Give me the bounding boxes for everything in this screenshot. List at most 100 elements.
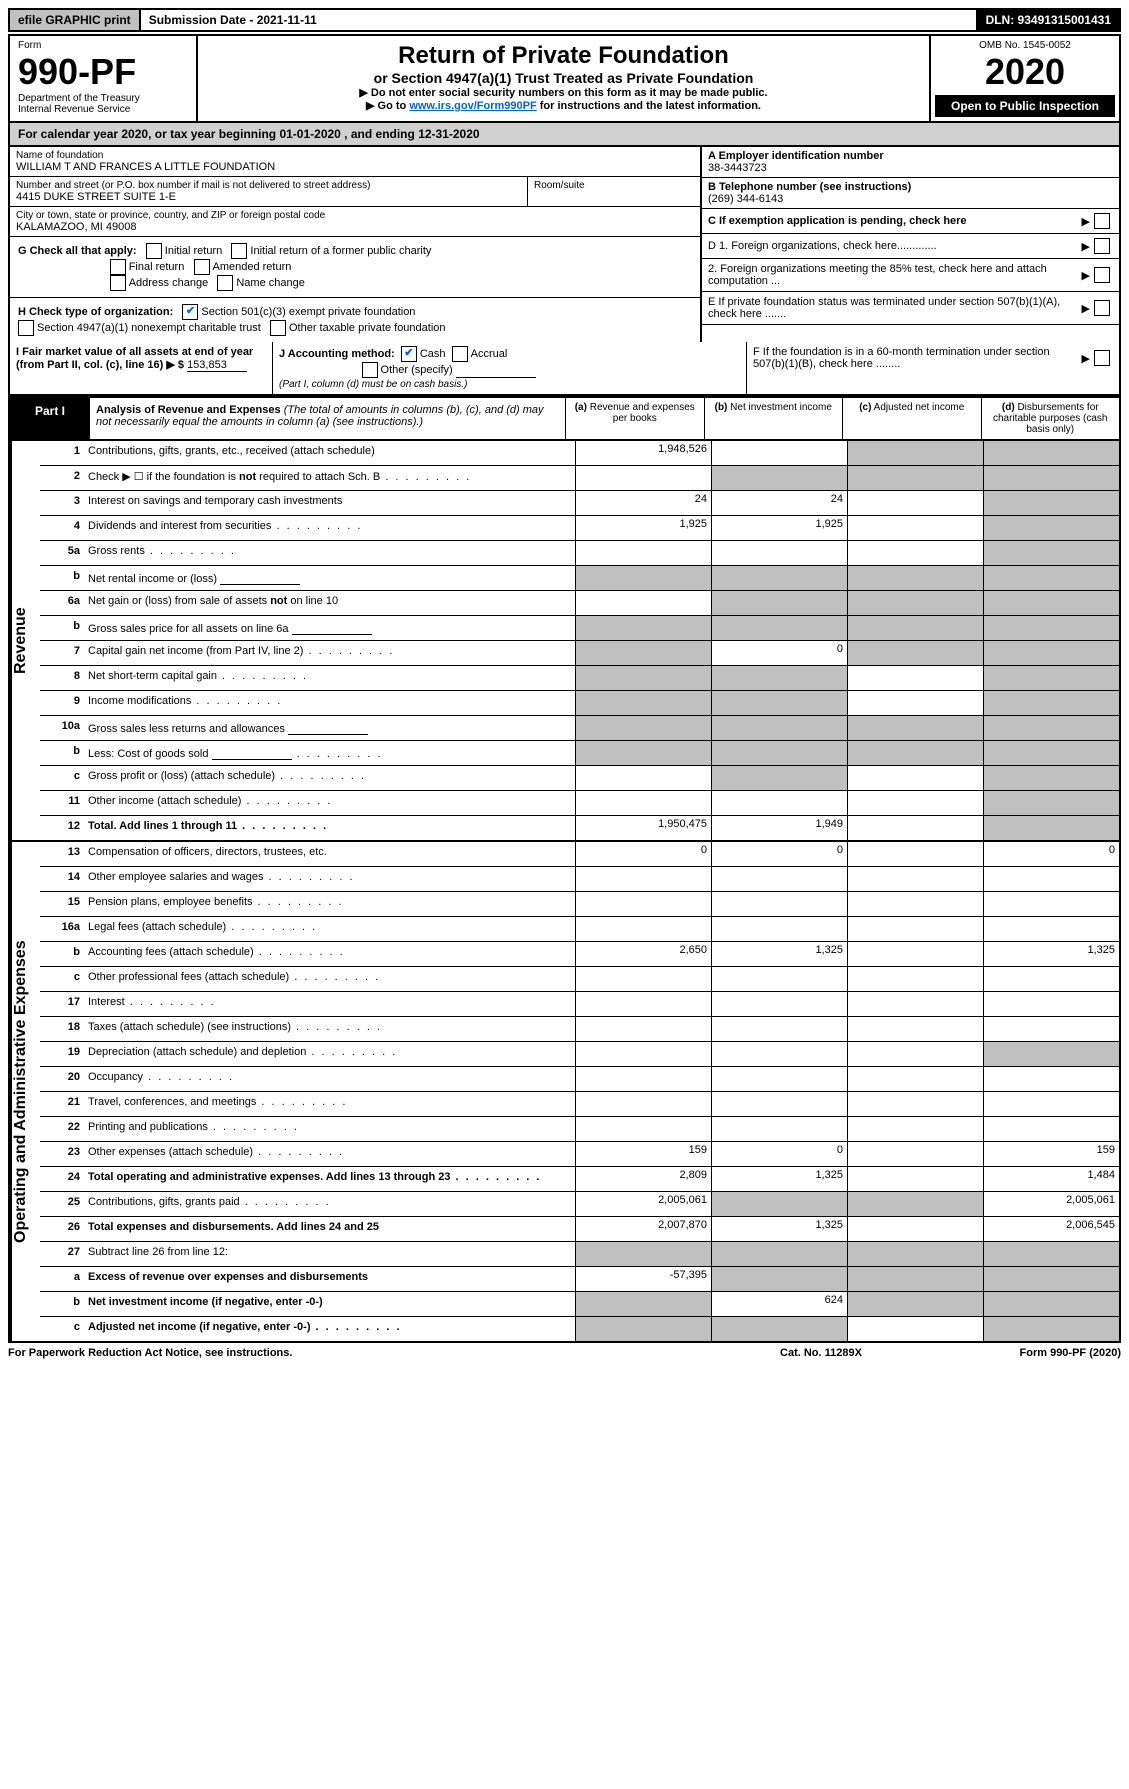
expenses-table: Operating and Administrative Expenses 13… [8, 842, 1121, 1343]
row-number: 17 [40, 992, 84, 1016]
cell-c [847, 892, 983, 916]
fmv-j-f-row: I Fair market value of all assets at end… [8, 342, 1121, 396]
cell-a [575, 691, 711, 715]
cell-a [575, 716, 711, 740]
cell-c [847, 516, 983, 540]
checkbox-other-method[interactable] [362, 362, 378, 378]
row-label: Check ▶ ☐ if the foundation is not requi… [84, 466, 575, 490]
cell-a: 1,950,475 [575, 816, 711, 840]
fmv-cell: I Fair market value of all assets at end… [10, 342, 273, 394]
table-row: 3Interest on savings and temporary cash … [40, 491, 1119, 516]
checkbox-name-change[interactable] [217, 275, 233, 291]
cell-b [711, 741, 847, 765]
table-row: 13Compensation of officers, directors, t… [40, 842, 1119, 867]
checkbox-initial[interactable] [146, 243, 162, 259]
cell-a: 2,005,061 [575, 1192, 711, 1216]
d2-check: 2. Foreign organizations meeting the 85%… [702, 259, 1119, 292]
checkbox-accrual[interactable] [452, 346, 468, 362]
table-row: 27Subtract line 26 from line 12: [40, 1242, 1119, 1267]
checkbox-cash[interactable]: ✔ [401, 346, 417, 362]
checkbox-c[interactable] [1094, 213, 1110, 229]
cell-a [575, 1242, 711, 1266]
column-headers: (a) Revenue and expenses per books (b) N… [566, 398, 1119, 439]
calendar-year-row: For calendar year 2020, or tax year begi… [8, 121, 1121, 145]
table-row: 6aNet gain or (loss) from sale of assets… [40, 591, 1119, 616]
cell-c [847, 541, 983, 565]
row-label: Contributions, gifts, grants paid [84, 1192, 575, 1216]
row-label: Less: Cost of goods sold [84, 741, 575, 765]
checkbox-addr-change[interactable] [110, 275, 126, 291]
cell-d [983, 1117, 1119, 1141]
checkbox-d2[interactable] [1094, 267, 1110, 283]
row-number: 12 [40, 816, 84, 840]
row-label: Interest [84, 992, 575, 1016]
cell-a: 1,948,526 [575, 441, 711, 465]
f-cell: F If the foundation is in a 60-month ter… [747, 342, 1119, 394]
table-row: 18Taxes (attach schedule) (see instructi… [40, 1017, 1119, 1042]
cell-a: 2,007,870 [575, 1217, 711, 1241]
table-row: 22Printing and publications [40, 1117, 1119, 1142]
row-label: Occupancy [84, 1067, 575, 1091]
row-label: Total expenses and disbursements. Add li… [84, 1217, 575, 1241]
row-label: Pension plans, employee benefits [84, 892, 575, 916]
cell-a: 24 [575, 491, 711, 515]
open-public: Open to Public Inspection [935, 95, 1115, 117]
cell-b [711, 1092, 847, 1116]
row-label: Legal fees (attach schedule) [84, 917, 575, 941]
revenue-table: Revenue 1Contributions, gifts, grants, e… [8, 441, 1121, 842]
checkbox-other-taxable[interactable] [270, 320, 286, 336]
checkbox-initial-former[interactable] [231, 243, 247, 259]
row-label: Gross profit or (loss) (attach schedule) [84, 766, 575, 790]
instr-1: ▶ Do not enter social security numbers o… [204, 86, 923, 99]
cell-a [575, 766, 711, 790]
cell-d [983, 441, 1119, 465]
table-row: bNet rental income or (loss) [40, 566, 1119, 591]
cell-d [983, 1042, 1119, 1066]
form-word: Form [18, 40, 188, 51]
checkbox-e[interactable] [1094, 300, 1110, 316]
cell-a [575, 566, 711, 590]
cell-b [711, 541, 847, 565]
cell-b: 1,925 [711, 516, 847, 540]
row-number: 26 [40, 1217, 84, 1241]
checkbox-4947[interactable] [18, 320, 34, 336]
footer-left: For Paperwork Reduction Act Notice, see … [8, 1347, 721, 1359]
arrow-icon: ▶ [1082, 215, 1090, 228]
arrow-icon: ▶ [1082, 352, 1090, 365]
row-number: 18 [40, 1017, 84, 1041]
checkbox-amended[interactable] [194, 259, 210, 275]
cell-a: 159 [575, 1142, 711, 1166]
row-number: 14 [40, 867, 84, 891]
table-row: 21Travel, conferences, and meetings [40, 1092, 1119, 1117]
cell-a [575, 917, 711, 941]
cell-a [575, 641, 711, 665]
table-row: bAccounting fees (attach schedule)2,6501… [40, 942, 1119, 967]
checkbox-f[interactable] [1094, 350, 1110, 366]
checkbox-final[interactable] [110, 259, 126, 275]
cell-b [711, 1117, 847, 1141]
header-left: Form 990-PF Department of the Treasury I… [10, 36, 198, 121]
cell-d [983, 892, 1119, 916]
cell-c [847, 566, 983, 590]
row-label: Other expenses (attach schedule) [84, 1142, 575, 1166]
dept-label: Department of the Treasury [18, 93, 188, 104]
cell-b [711, 1317, 847, 1341]
table-row: 11Other income (attach schedule) [40, 791, 1119, 816]
table-row: 23Other expenses (attach schedule)159015… [40, 1142, 1119, 1167]
row-label: Net investment income (if negative, ente… [84, 1292, 575, 1316]
irs-link[interactable]: www.irs.gov/Form990PF [409, 100, 536, 112]
row-number: 3 [40, 491, 84, 515]
table-row: 9Income modifications [40, 691, 1119, 716]
row-number: b [40, 942, 84, 966]
checkbox-501c3[interactable]: ✔ [182, 304, 198, 320]
cell-c [847, 816, 983, 840]
checkbox-d1[interactable] [1094, 238, 1110, 254]
row-label: Travel, conferences, and meetings [84, 1092, 575, 1116]
part-label: Part I [10, 398, 90, 439]
table-row: 24Total operating and administrative exp… [40, 1167, 1119, 1192]
cell-c [847, 1192, 983, 1216]
cell-c [847, 992, 983, 1016]
cell-c [847, 1292, 983, 1316]
phone-cell: B Telephone number (see instructions) (2… [702, 178, 1119, 209]
cell-b: 624 [711, 1292, 847, 1316]
